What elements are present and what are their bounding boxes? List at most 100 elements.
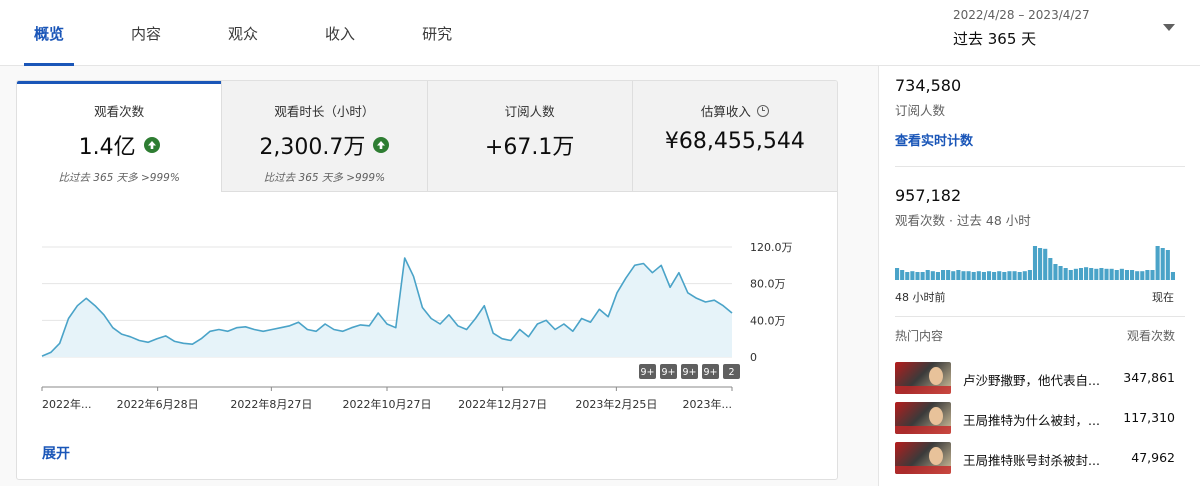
event-marker-label: 9+ <box>661 367 675 378</box>
mini-bar <box>1022 271 1027 280</box>
series-line <box>41 257 733 357</box>
mini-bar <box>1160 248 1165 280</box>
mini-bar <box>1012 271 1017 280</box>
mini-bar <box>1114 270 1119 280</box>
metric-value-text: 2,300.7万 <box>259 135 366 160</box>
y-tick-label: 80.0万 <box>750 278 786 291</box>
x-tick-label: 2022年... <box>42 397 91 411</box>
divider <box>895 316 1185 317</box>
divider <box>895 166 1185 167</box>
metric-value-text: ¥68,455,544 <box>664 129 805 154</box>
event-marker <box>681 364 698 379</box>
y-tick-label: 120.0万 <box>750 241 793 254</box>
mini-bar <box>940 270 946 280</box>
x-tick-label: 2023年2月25日 <box>575 397 657 411</box>
mini-bar <box>910 271 915 280</box>
date-range-label: 过去 365 天 <box>953 30 1037 48</box>
top-content-list: 卢沙野撒野，他代表自... 347,861 王局推特为什么被封，... 117,… <box>895 360 1175 480</box>
metric-value: 2,300.7万 <box>222 129 426 161</box>
mini-bar <box>1165 250 1170 280</box>
views-chart: 120.0万 80.0万 40.0万 0 2022年... 2022年6月28日 2022年… <box>17 192 837 422</box>
mini-bar <box>997 271 1002 280</box>
video-thumbnail <box>895 362 951 394</box>
date-range-text: 2022/4/28 – 2023/4/27 <box>953 8 1090 22</box>
mini-bar <box>900 270 905 280</box>
mini-bar <box>1099 268 1104 280</box>
mini-bar <box>1124 270 1130 280</box>
metric-subscribers[interactable]: 订阅人数 +67.1万 <box>427 81 633 192</box>
mini-bar <box>925 270 930 280</box>
event-marker <box>639 364 656 379</box>
tab-content[interactable]: 内容 <box>131 24 162 43</box>
clock-icon <box>756 104 769 117</box>
mini-bar <box>1140 271 1145 280</box>
event-marker-label: 2 <box>728 367 734 378</box>
mini-bar <box>961 271 966 280</box>
list-item[interactable]: 王局推特账号封杀被封... 47,962 <box>895 440 1175 480</box>
mini-bar <box>992 272 997 280</box>
mini-bar <box>1027 270 1032 280</box>
tab-research[interactable]: 研究 <box>422 24 453 43</box>
realtime-count-link[interactable]: 查看实时计数 <box>895 134 974 149</box>
video-views: 117,310 <box>1123 410 1175 425</box>
x-tick-label: 2022年10月27日 <box>343 397 432 411</box>
mini-bar <box>956 270 961 280</box>
video-title: 卢沙野撒野，他代表自... <box>963 373 1100 388</box>
mini-chart-end-label: 现在 <box>1152 291 1174 304</box>
x-tick-label: 2022年8月27日 <box>230 397 312 411</box>
video-title: 王局推特账号封杀被封... <box>963 453 1100 468</box>
mini-bar <box>946 270 951 280</box>
mini-bar <box>1053 264 1058 280</box>
video-views: 347,861 <box>1123 370 1175 385</box>
mini-bar <box>1017 272 1022 280</box>
mini-bar <box>981 272 986 280</box>
metric-watch-time[interactable]: 观看时长（小时） 2,300.7万 比过去 365 天多 >999% <box>222 81 428 192</box>
metric-value-text: 1.4亿 <box>78 135 136 160</box>
video-thumbnail <box>895 442 951 474</box>
mini-bar <box>1078 268 1084 280</box>
series-area <box>42 258 732 357</box>
mini-bar <box>1002 272 1007 280</box>
views-48h-label: 观看次数 · 过去 48 小时 <box>895 213 1031 228</box>
date-range-selector[interactable]: 2022/4/28 – 2023/4/27 过去 365 天 <box>953 8 1183 56</box>
mini-bar <box>1130 270 1135 280</box>
metric-comparison: 比过去 365 天多 >999% <box>263 172 386 184</box>
mini-bar <box>1043 248 1048 280</box>
expand-link[interactable]: 展开 <box>42 446 70 462</box>
views-chart-svg: 120.0万 80.0万 40.0万 0 2022年... 2022年6月28日 2022年… <box>41 241 793 411</box>
x-tick-label: 2022年6月28日 <box>117 397 199 411</box>
mini-bar <box>895 268 900 280</box>
caret-down-icon <box>1163 24 1175 31</box>
tab-overview[interactable]: 概览 <box>24 0 75 66</box>
mini-bar <box>1150 270 1155 280</box>
mini-bar <box>1068 270 1073 280</box>
metric-revenue[interactable]: 估算收入 ¥68,455,544 <box>632 81 837 192</box>
mini-bar <box>976 271 981 280</box>
metric-value: +67.1万 <box>428 129 632 161</box>
mini-bar <box>1170 272 1175 280</box>
mini-bar <box>1089 268 1094 280</box>
mini-bar <box>1104 268 1109 280</box>
mini-bar <box>986 271 992 280</box>
top-bar: 概览 内容 观众 收入 研究 2022/4/28 – 2023/4/27 过去 … <box>0 0 1200 66</box>
arrow-up-icon <box>373 137 390 153</box>
event-marker-label: 9+ <box>640 367 654 378</box>
y-tick-label: 0 <box>750 351 757 364</box>
mini-bar <box>935 272 940 280</box>
video-thumbnail <box>895 402 951 434</box>
mini-bar <box>1048 258 1053 280</box>
metric-tabs: 观看次数 1.4亿 比过去 365 天多 >999% 观看时长（小时） 2,30… <box>17 81 837 192</box>
tab-audience[interactable]: 观众 <box>228 24 259 43</box>
mini-bar <box>966 271 971 280</box>
list-item[interactable]: 卢沙野撒野，他代表自... 347,861 <box>895 360 1175 400</box>
event-marker <box>702 364 719 379</box>
metric-label-text: 估算收入 <box>700 104 751 119</box>
tab-revenue[interactable]: 收入 <box>325 24 356 43</box>
subscriber-label: 订阅人数 <box>895 103 946 118</box>
event-marker-label: 9+ <box>703 367 717 378</box>
mini-bar <box>1155 246 1160 280</box>
metric-views[interactable]: 观看次数 1.4亿 比过去 365 天多 >999% <box>17 81 223 192</box>
list-item[interactable]: 王局推特为什么被封，... 117,310 <box>895 400 1175 440</box>
tabs: 概览 内容 观众 收入 研究 <box>24 0 509 66</box>
x-tick-label: 2022年12月27日 <box>458 397 547 411</box>
